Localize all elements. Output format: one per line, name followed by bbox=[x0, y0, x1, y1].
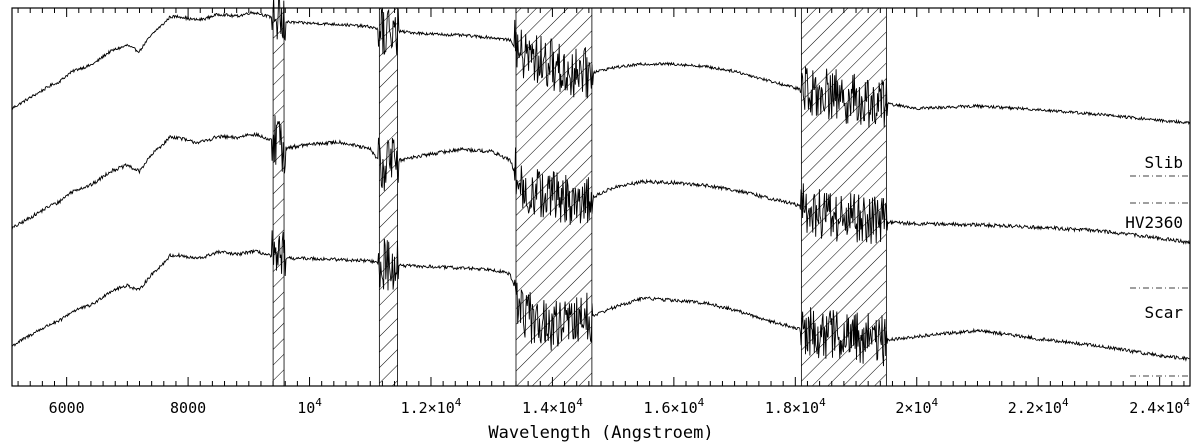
x-tick-label: 2.4×104 bbox=[1129, 396, 1190, 417]
hatched-regions bbox=[272, 7, 887, 387]
hatched-region-4 bbox=[800, 7, 887, 387]
hatched-region-1 bbox=[272, 7, 285, 387]
series-labels: Slib HV2360 Scar bbox=[1125, 153, 1183, 322]
series-line-slib bbox=[11, 0, 1190, 128]
x-tick-label: 2×104 bbox=[895, 396, 938, 417]
series-label-scar: Scar bbox=[1144, 303, 1183, 322]
series-line-scar bbox=[11, 230, 1190, 367]
x-tick-label: 1.2×104 bbox=[401, 396, 462, 417]
series-line-hv2360 bbox=[11, 115, 1190, 245]
x-tick-label: 1.4×104 bbox=[522, 396, 583, 417]
plot-frame bbox=[11, 7, 1191, 387]
spectra bbox=[11, 0, 1190, 367]
x-tick-label: 8000 bbox=[170, 399, 206, 417]
x-tick-label: 1.6×104 bbox=[643, 396, 704, 417]
series-label-slib: Slib bbox=[1144, 153, 1183, 172]
x-tick-label: 6000 bbox=[49, 399, 85, 417]
series-label-hv2360: HV2360 bbox=[1125, 213, 1183, 232]
x-tick-label: 2.2×104 bbox=[1008, 396, 1069, 417]
hatched-region-2 bbox=[378, 7, 398, 387]
x-axis-label: Wavelength (Angstroem) bbox=[488, 423, 713, 443]
x-tick-label: 104 bbox=[297, 396, 322, 417]
label-separators bbox=[1130, 175, 1190, 377]
x-tick-label: 1.8×104 bbox=[765, 396, 826, 417]
x-axis-ticks: 6000 8000 104 1.2×104 1.4×104 1.6×104 1.8×104 2… bbox=[17, 8, 1190, 417]
